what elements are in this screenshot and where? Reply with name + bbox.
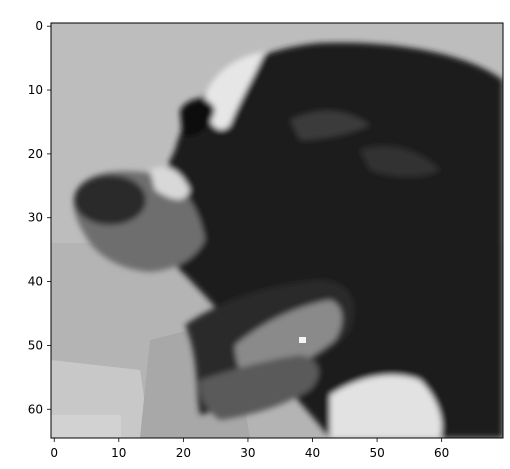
x-tick-label: 30	[240, 446, 255, 460]
y-tick-label: 30	[28, 211, 43, 225]
y-tick-label: 0	[35, 19, 43, 33]
y-tick-label: 60	[28, 402, 43, 416]
x-tick-label: 10	[111, 446, 126, 460]
y-tick-label: 20	[28, 147, 43, 161]
y-tick-label: 10	[28, 83, 43, 97]
heatmap-image	[51, 23, 503, 438]
x-tick-label: 0	[50, 446, 58, 460]
axes-frame	[50, 22, 504, 439]
y-tick-label: 50	[28, 338, 43, 352]
x-tick-label: 60	[434, 446, 449, 460]
y-axis: 0 10 20 30 40 50 60	[28, 19, 51, 416]
x-axis: 0 10 20 30 40 50 60	[50, 438, 449, 460]
y-tick-label: 40	[28, 275, 43, 289]
x-tick-label: 40	[305, 446, 320, 460]
x-tick-label: 20	[176, 446, 191, 460]
x-tick-label: 50	[369, 446, 384, 460]
